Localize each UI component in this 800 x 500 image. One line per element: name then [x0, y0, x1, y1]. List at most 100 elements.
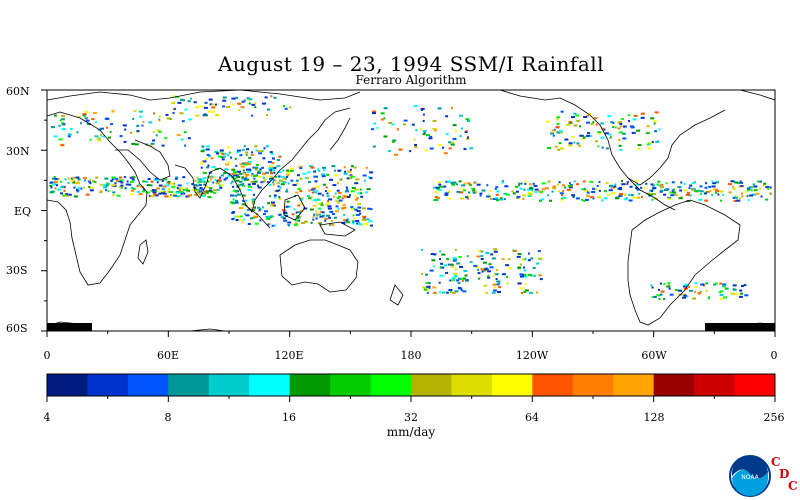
- colorbar-swatch: [532, 374, 574, 396]
- rain-pixel: [211, 166, 216, 168]
- rain-pixel: [451, 183, 456, 186]
- rain-pixel: [205, 158, 208, 160]
- rain-pixel: [83, 186, 86, 189]
- rain-pixel: [253, 177, 256, 180]
- rain-pixel: [296, 182, 299, 185]
- rain-pixel: [619, 193, 624, 195]
- map-title: August 19 – 23, 1994 SSM/I Rainfall: [217, 52, 605, 76]
- rain-pixel: [486, 184, 489, 187]
- rain-pixel: [759, 187, 762, 190]
- rain-pixel: [49, 184, 53, 187]
- rain-pixel: [522, 197, 525, 200]
- coast-sumatra: [244, 204, 271, 229]
- rain-pixel: [161, 180, 164, 182]
- rain-pixel: [194, 179, 197, 182]
- rain-pixel: [202, 177, 207, 180]
- rain-pixel: [558, 130, 563, 133]
- rain-pixel: [312, 204, 317, 207]
- rain-pixel: [264, 210, 268, 213]
- rain-pixel: [315, 213, 319, 216]
- rain-pixel: [552, 134, 555, 137]
- rain-pixel: [336, 197, 340, 200]
- rain-pixel: [728, 191, 732, 194]
- rain-pixel: [558, 190, 561, 193]
- rain-pixel: [667, 282, 671, 285]
- rain-pixel: [220, 156, 224, 159]
- rain-pixel: [444, 264, 447, 267]
- rain-pixel: [218, 155, 221, 158]
- rain-pixel: [392, 139, 397, 142]
- rain-pixel: [452, 138, 457, 140]
- rain-pixel: [58, 138, 63, 141]
- rain-pixel: [341, 221, 346, 224]
- rain-pixel: [627, 114, 630, 117]
- rain-pixel: [493, 286, 497, 289]
- rain-pixel: [498, 281, 501, 284]
- rain-pixel: [103, 186, 108, 189]
- rain-pixel: [322, 194, 324, 197]
- rain-pixel: [118, 180, 122, 183]
- rain-pixel: [448, 197, 452, 200]
- rain-pixel: [217, 179, 221, 182]
- lon-label-180: 180: [400, 349, 422, 362]
- rain-pixel: [363, 216, 366, 219]
- rain-pixel: [453, 273, 458, 276]
- rain-pixel: [362, 215, 367, 218]
- rain-pixel: [560, 197, 563, 200]
- rain-pixel: [443, 152, 448, 155]
- rain-pixel: [667, 197, 672, 200]
- rain-pixel: [256, 171, 261, 174]
- rain-pixel: [500, 197, 503, 200]
- rain-pixel: [126, 180, 129, 183]
- colorbar-label-128: 128: [643, 411, 665, 424]
- rain-pixel: [494, 187, 497, 190]
- rain-pixel: [152, 131, 155, 134]
- rain-pixel: [142, 120, 145, 123]
- rain-pixel: [476, 183, 481, 186]
- rain-pixel: [495, 269, 498, 272]
- rain-pixel: [432, 286, 437, 289]
- rain-pixel: [713, 188, 715, 191]
- rain-pixel: [689, 289, 694, 292]
- rain-pixel: [539, 257, 543, 260]
- rain-pixel: [237, 102, 242, 105]
- rain-pixel: [527, 191, 532, 194]
- rain-pixel: [473, 264, 478, 267]
- rain-pixel: [73, 195, 78, 198]
- rain-pixel: [168, 188, 171, 191]
- rain-pixel: [245, 199, 247, 202]
- rain-pixel: [368, 176, 370, 179]
- rain-pixel: [458, 114, 463, 117]
- rain-pixel: [182, 99, 186, 102]
- rain-pixel: [523, 266, 526, 269]
- rain-pixel: [173, 194, 178, 197]
- rain-pixel: [645, 182, 648, 185]
- rain-pixel: [315, 210, 318, 213]
- rain-pixel: [640, 112, 645, 115]
- rain-pixel: [651, 184, 655, 187]
- rain-pixel: [309, 208, 314, 211]
- rain-pixel: [269, 179, 272, 181]
- rain-pixel: [586, 134, 591, 137]
- rain-pixel: [507, 267, 512, 270]
- rain-pixel: [298, 165, 303, 168]
- rain-pixel: [301, 222, 305, 224]
- rain-pixel: [537, 250, 541, 253]
- rain-pixel: [369, 171, 374, 174]
- rain-pixel: [450, 181, 454, 184]
- rain-pixel: [739, 180, 742, 183]
- rain-pixel: [80, 122, 82, 125]
- rain-pixel: [106, 126, 108, 129]
- rain-pixel: [441, 253, 446, 256]
- rain-pixel: [699, 190, 704, 193]
- rain-pixel: [306, 195, 310, 198]
- rain-pixel: [727, 183, 732, 186]
- rain-pixel: [147, 178, 151, 180]
- rain-pixel: [582, 136, 585, 139]
- rain-pixel: [130, 131, 133, 134]
- rain-pixel: [131, 142, 136, 145]
- rain-pixel: [278, 181, 281, 184]
- rain-pixel: [740, 192, 743, 195]
- rain-pixel: [463, 270, 468, 273]
- rain-pixel: [421, 273, 424, 276]
